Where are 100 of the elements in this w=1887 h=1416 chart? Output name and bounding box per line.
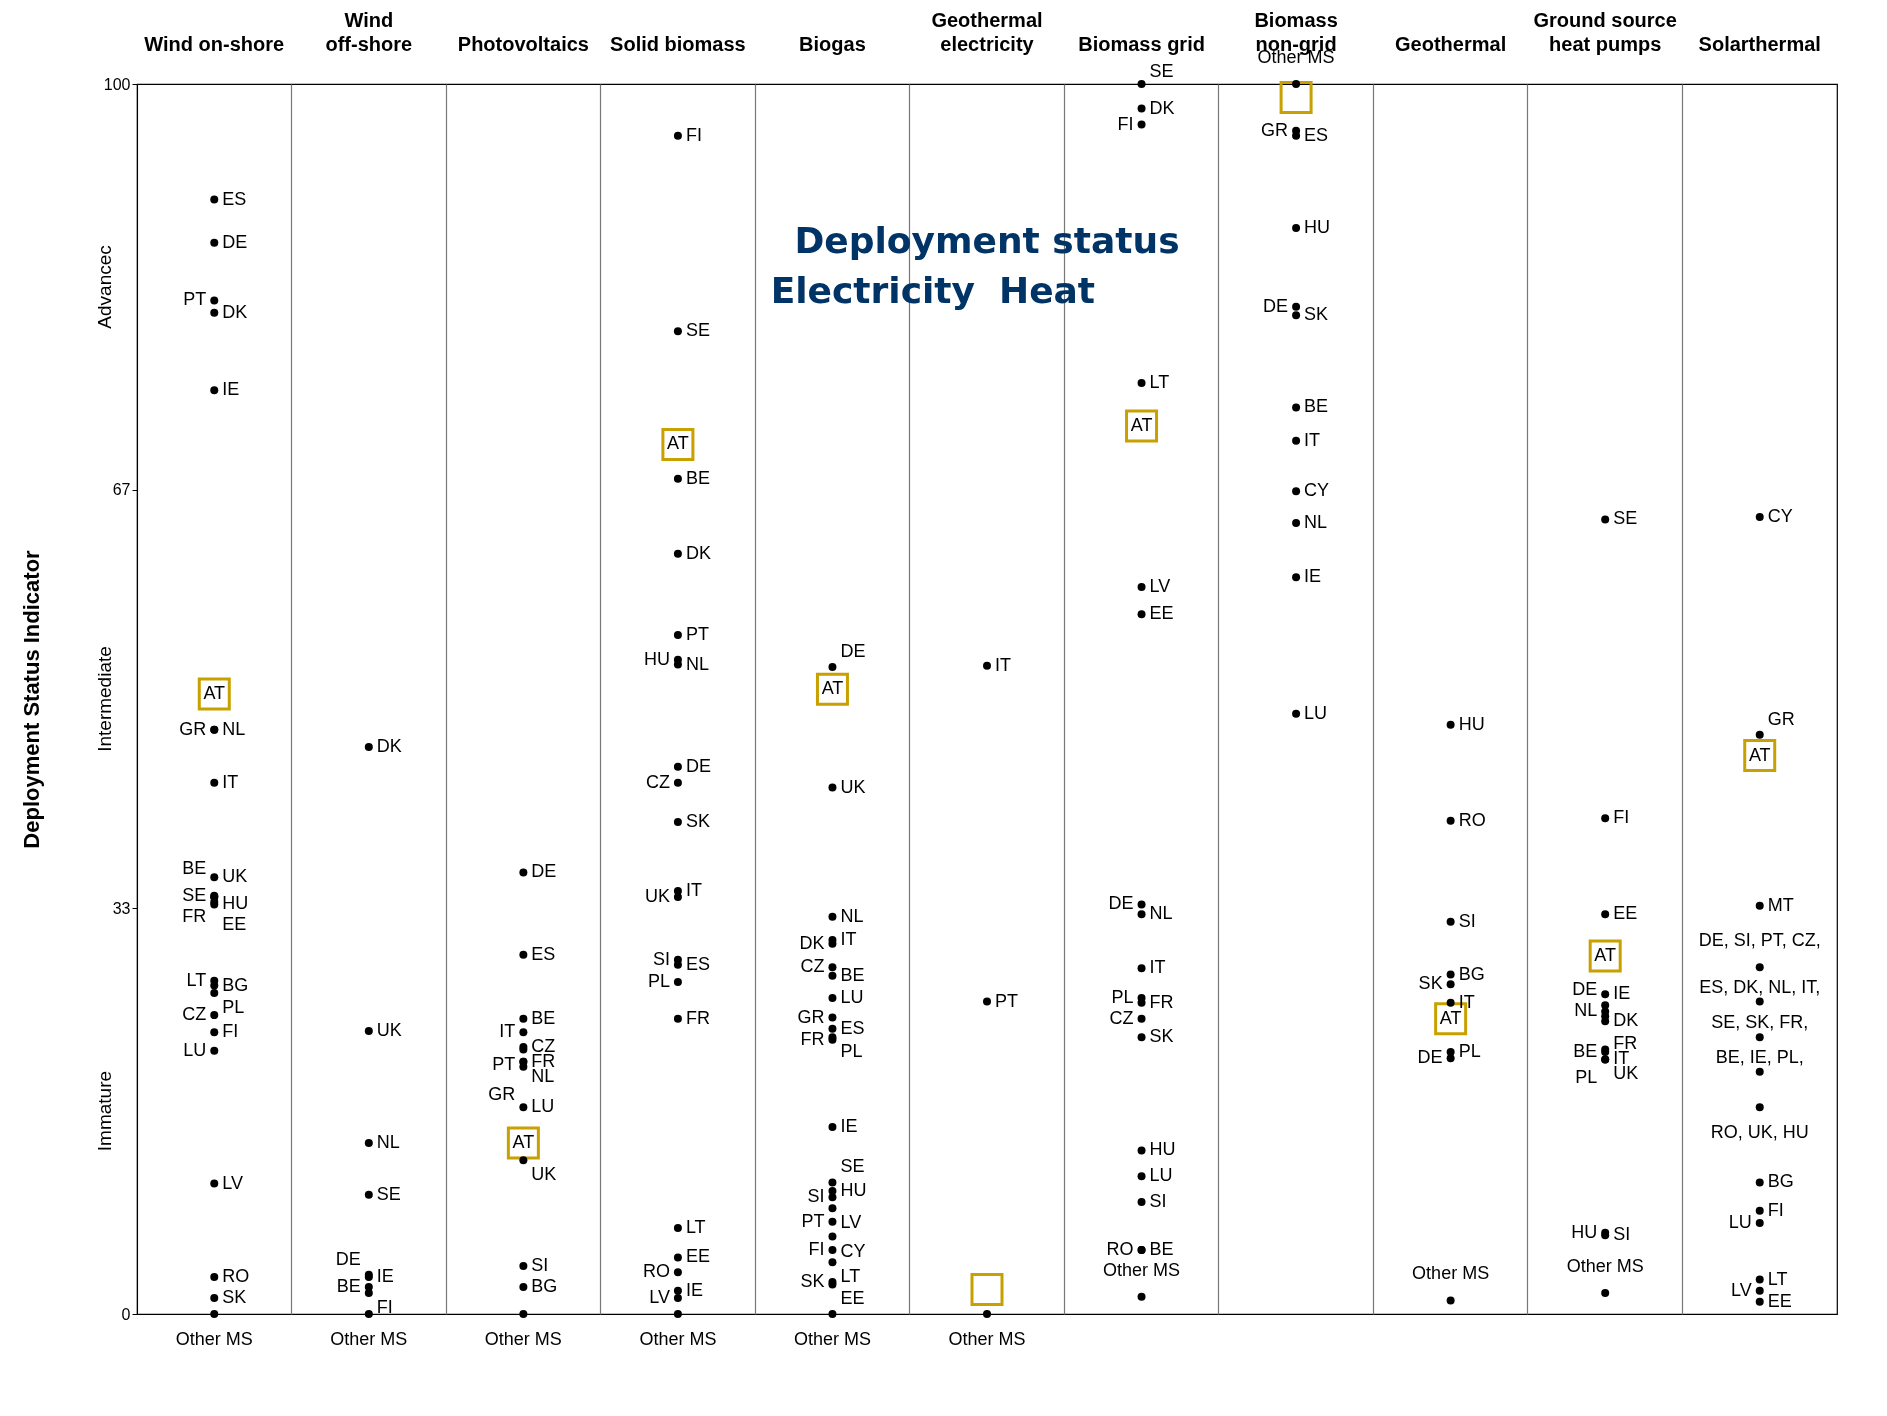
data-label: SE: [376, 1183, 401, 1204]
data-label: PL: [222, 996, 245, 1017]
data-label: SK: [1418, 973, 1443, 994]
data-label: DE, SI, PT, CZ,: [1698, 930, 1821, 951]
data-label: PL: [1458, 1041, 1481, 1062]
data-label: NL: [1149, 903, 1173, 924]
data-label: LV: [649, 1287, 670, 1308]
data-label: DE: [1572, 979, 1598, 1000]
data-label: NL: [840, 905, 864, 926]
data-label: ES: [685, 953, 710, 974]
data-label: DE: [1263, 295, 1289, 316]
data-label: HU: [1149, 1139, 1176, 1160]
data-label: GR: [488, 1083, 516, 1104]
data-label: SK: [685, 811, 710, 831]
x-tick-label: Biogas: [799, 32, 866, 55]
data-label: BG: [1767, 1171, 1794, 1192]
data-label: BE: [1149, 1239, 1174, 1260]
data-label: IT: [1304, 429, 1321, 450]
data-label: ES: [531, 943, 556, 964]
data-label: LT: [840, 1266, 861, 1287]
x-tick-label: Photovoltaics: [457, 32, 589, 55]
data-label: ES: [840, 1017, 865, 1038]
data-label: CY: [840, 1240, 866, 1261]
data-label: EE: [685, 1246, 710, 1267]
data-label: UK: [644, 886, 670, 907]
data-label: UK: [840, 776, 866, 797]
x-tick-label: Geothermal electricity: [931, 8, 1043, 55]
data-label: EE: [1149, 603, 1174, 624]
data-label: LU: [840, 986, 864, 1007]
data-label: DE: [335, 1248, 361, 1269]
data-label: CY: [1304, 480, 1330, 501]
data-label: Other MS: [175, 1329, 253, 1349]
data-label: IE: [840, 1116, 858, 1137]
data-label: Other MS: [1566, 1256, 1644, 1277]
data-label: HU: [1458, 713, 1485, 734]
data-label: BE: [685, 467, 710, 488]
data-label: PT: [995, 990, 1019, 1011]
data-label: EE: [1767, 1290, 1792, 1311]
data-label: BG: [1458, 963, 1485, 984]
data-label: LU: [1304, 702, 1328, 723]
data-label: FR: [685, 1007, 710, 1028]
data-label: CZ: [645, 771, 670, 792]
data-label: DK: [799, 932, 825, 953]
x-tick-label: Biomass grid: [1078, 32, 1205, 55]
data-label: CZ: [182, 1004, 207, 1025]
data-label: RO: [642, 1261, 670, 1282]
data-label: FR: [800, 1028, 825, 1049]
data-label: LU: [1149, 1165, 1173, 1186]
data-label: CY: [1767, 505, 1793, 526]
data-label: HU: [1571, 1221, 1598, 1242]
data-label: HU: [840, 1180, 867, 1200]
data-label: NL: [685, 653, 709, 674]
data-label: AT: [821, 678, 844, 699]
data-label: EE: [840, 1288, 865, 1309]
x-tick-label: Solarthermal: [1698, 32, 1821, 55]
data-label: DE: [840, 641, 866, 662]
data-label: FI: [222, 1021, 239, 1042]
data-label: AT: [512, 1132, 535, 1153]
data-label: SI: [1613, 1224, 1631, 1245]
data-label: IT: [222, 771, 239, 792]
data-label: Other MS: [948, 1329, 1026, 1349]
data-label: SE: [1613, 508, 1638, 529]
data-label: IE: [685, 1279, 703, 1300]
data-label: PT: [492, 1053, 516, 1074]
data-label: SK: [1304, 304, 1329, 325]
data-label: Other MS: [793, 1329, 871, 1349]
data-label: AT: [1594, 945, 1617, 966]
data-label: NL: [222, 718, 246, 739]
data-label: HU: [1304, 216, 1331, 237]
data-label: IE: [1613, 983, 1631, 1004]
data-label: HU: [222, 893, 249, 914]
data-label: IT: [685, 879, 702, 900]
y-tick-label: 0: [121, 1305, 131, 1323]
text: Intermediate: [94, 646, 115, 752]
data-label: FR: [182, 905, 207, 926]
data-label: DK: [1613, 1010, 1639, 1031]
y-tick-label: 100: [103, 75, 131, 93]
data-label: Other MS: [330, 1329, 408, 1349]
data-label: Other MS: [639, 1329, 717, 1349]
data-label: AT: [203, 683, 226, 704]
data-label: LT: [1149, 371, 1170, 392]
data-label: FI: [685, 124, 702, 145]
data-label: PL: [1575, 1066, 1598, 1087]
data-label: DE: [685, 755, 711, 776]
data-label: SI: [807, 1186, 825, 1207]
annotation: Electricity: [770, 270, 975, 311]
data-label: RO: [1106, 1239, 1134, 1260]
data-label: Other MS: [484, 1329, 562, 1349]
data-label: FR: [1149, 991, 1174, 1012]
data-label: LT: [186, 969, 207, 990]
y-tick-label: 33: [112, 899, 131, 917]
data-label: LV: [1731, 1279, 1752, 1300]
data-label: NL: [376, 1132, 400, 1153]
data-label: GR: [179, 718, 207, 739]
data-label: AT: [1748, 744, 1771, 765]
x-tick-label: Wind on-shore: [144, 32, 285, 55]
data-label: GR: [797, 1006, 825, 1027]
data-label: AT: [1130, 414, 1153, 435]
data-label: GR: [1261, 119, 1289, 140]
y-tick-label: 67: [112, 481, 131, 499]
